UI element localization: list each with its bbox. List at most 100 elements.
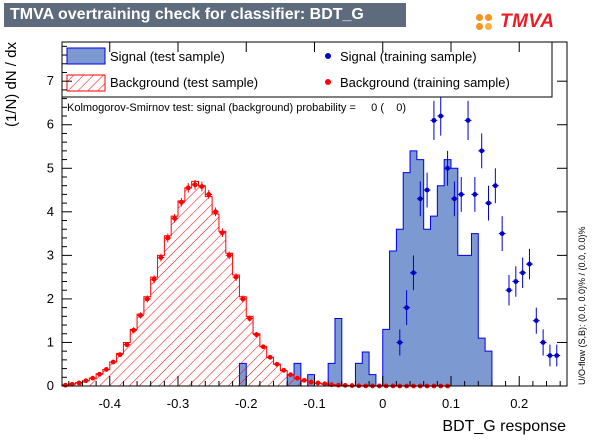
axes: -0.4 -0.3 -0.2 -0.1 0 0.1 0.2 0 1 2 3 4 5 6 7 bbox=[47, 42, 567, 411]
background-training-point-point bbox=[97, 371, 102, 377]
y-tick-label: 4 bbox=[47, 204, 54, 219]
plot-area bbox=[61, 96, 561, 389]
legend-background-test-swatch bbox=[66, 74, 106, 92]
legend-background-train-marker bbox=[325, 79, 331, 85]
signal-training-point-point bbox=[404, 305, 410, 311]
signal-training-point-point bbox=[465, 117, 471, 123]
background-training-point-point bbox=[247, 316, 253, 321]
background-training-point-point bbox=[322, 381, 328, 387]
signal-training-point-point bbox=[513, 279, 519, 284]
x-tick-label: 0.2 bbox=[510, 396, 528, 411]
legend-background-train-label: Background (training sample) bbox=[340, 75, 510, 90]
background-training-point-point bbox=[342, 382, 348, 388]
background-training-point-point bbox=[69, 381, 75, 387]
background-training-point-point bbox=[172, 215, 178, 221]
logo-text: TMVA bbox=[500, 11, 555, 32]
background-training-point-point bbox=[83, 378, 89, 384]
title-banner: TMVA overtraining check for classifier: … bbox=[4, 3, 406, 27]
x-tick-label: -0.3 bbox=[167, 396, 189, 411]
signal-training-point-point bbox=[472, 192, 478, 197]
x-tick-label: -0.4 bbox=[99, 396, 121, 411]
signal-training-point-point bbox=[397, 340, 403, 345]
tmva-logo: TMVA bbox=[470, 10, 580, 36]
background-training-point-point bbox=[103, 367, 109, 372]
y-tick-label: 7 bbox=[47, 73, 54, 88]
x-tick-label: -0.1 bbox=[303, 396, 325, 411]
background-training-point-point bbox=[144, 296, 150, 302]
background-training-point-point bbox=[267, 354, 273, 360]
chart-title: TMVA overtraining check for classifier: … bbox=[10, 6, 364, 23]
background-training-point-point bbox=[254, 332, 259, 338]
x-tick-label: -0.2 bbox=[235, 396, 257, 411]
background-training-point-point bbox=[124, 342, 130, 348]
background-training-point-point bbox=[63, 382, 68, 388]
background-training-point-point bbox=[288, 372, 294, 378]
signal-training-point-point bbox=[506, 287, 512, 293]
background-training-point-point bbox=[274, 361, 280, 367]
signal-training-point-point bbox=[411, 270, 416, 276]
signal-training-point-point bbox=[424, 187, 430, 193]
signal-training-point-point bbox=[499, 231, 505, 236]
background-training-point-point bbox=[240, 296, 246, 302]
signal-training-point-point bbox=[451, 196, 457, 202]
background-training-point-point bbox=[90, 375, 96, 381]
y-tick-label: 5 bbox=[47, 160, 54, 175]
signal-training-point-point bbox=[547, 353, 553, 358]
y-tick-label: 6 bbox=[47, 117, 54, 132]
signal-training-point-point bbox=[527, 261, 532, 267]
logo-dot-3 bbox=[476, 23, 483, 30]
y-axis-label: (1/N) dN / dx bbox=[3, 42, 20, 128]
signal-training-point-point bbox=[554, 353, 560, 358]
signal-training-point-point bbox=[438, 113, 444, 119]
legend-background-test-label: Background (test sample) bbox=[110, 75, 258, 90]
background-training-point-point bbox=[260, 344, 266, 350]
logo-dot-4 bbox=[485, 23, 492, 30]
background-training-point-point bbox=[192, 182, 198, 188]
legend: Signal (test sample) Signal (training sa… bbox=[61, 41, 553, 98]
legend-signal-test-label: Signal (test sample) bbox=[110, 49, 225, 64]
logo-dot-2 bbox=[485, 14, 492, 21]
signal-training-point-point bbox=[486, 200, 491, 206]
background-training-point-point bbox=[165, 235, 171, 241]
background-training-point-point bbox=[110, 359, 116, 365]
background-training-point-point bbox=[138, 313, 143, 318]
y-tick-label: 0 bbox=[47, 378, 54, 393]
background-training-point-point bbox=[206, 192, 212, 197]
y-tick-label: 2 bbox=[47, 291, 54, 306]
background-training-point-point bbox=[315, 380, 321, 386]
legend-signal-train-marker bbox=[325, 53, 331, 59]
overflow-note: U/O-flow (S,B): (0.0, 0.0)% / (0.0, 0.0)… bbox=[577, 226, 587, 385]
signal-training-point-point bbox=[479, 148, 485, 154]
signal-training-point-point bbox=[458, 192, 464, 197]
signal-training-point-point bbox=[445, 165, 450, 171]
background-training-point-point bbox=[185, 185, 191, 191]
y-tick-label: 3 bbox=[47, 247, 54, 262]
background-training-point-point bbox=[213, 209, 218, 215]
y-tick-label: 1 bbox=[47, 334, 54, 349]
x-tick-label: 0 bbox=[379, 396, 386, 411]
legend-signal-train-label: Signal (training sample) bbox=[340, 49, 477, 64]
x-axis-label: BDT_G response bbox=[442, 418, 566, 435]
background-training-point-point bbox=[219, 230, 225, 236]
background-training-point-point bbox=[158, 255, 164, 260]
background-training-point-point bbox=[308, 379, 314, 385]
signal-training-point-point bbox=[540, 340, 546, 345]
background-training-point-point bbox=[226, 252, 232, 258]
signal-training-point bbox=[396, 96, 561, 367]
signal-training-point-point bbox=[492, 183, 498, 189]
background-training-point-point bbox=[151, 276, 157, 282]
background-training-point-point bbox=[131, 327, 137, 333]
background-training-point-point bbox=[295, 375, 300, 381]
background-training-point-point bbox=[301, 377, 307, 383]
legend-signal-test-swatch bbox=[66, 47, 106, 65]
ks-test-annotation: Kolmogorov-Smirnov test: signal (backgro… bbox=[67, 102, 406, 114]
signal-training-point-point bbox=[533, 318, 539, 324]
background-training-point-point bbox=[179, 199, 184, 205]
background-training-point-point bbox=[199, 184, 205, 189]
background-training-point-point bbox=[233, 274, 239, 280]
legend-box bbox=[61, 41, 553, 98]
background-training-point-point bbox=[335, 382, 341, 388]
background-training-point-point bbox=[76, 380, 82, 386]
signal-training-point-point bbox=[431, 117, 437, 123]
